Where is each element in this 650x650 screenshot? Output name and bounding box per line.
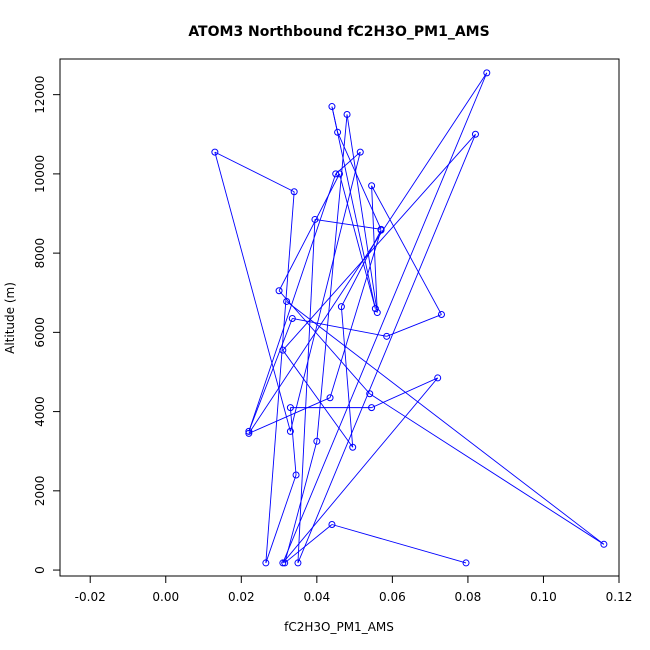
- series-line-segment: [346, 114, 378, 313]
- x-tick-label: 0.08: [455, 590, 482, 604]
- data-point: [343, 110, 351, 118]
- data-point: [279, 559, 287, 567]
- series-line-segment: [214, 151, 291, 432]
- data-point: [290, 188, 298, 196]
- data-point: [373, 309, 381, 317]
- data-point: [471, 130, 479, 138]
- series-line-segment: [314, 219, 382, 230]
- data-point: [286, 427, 294, 435]
- series-line-segment: [316, 114, 348, 442]
- series-line-segment: [278, 173, 340, 291]
- series-line-segment: [282, 72, 488, 564]
- series-line-segment: [214, 151, 295, 193]
- x-tick-label: -0.02: [75, 590, 106, 604]
- data-point: [332, 170, 340, 178]
- data-point: [294, 559, 302, 567]
- series-line-segment: [248, 397, 331, 434]
- data-point: [328, 521, 336, 528]
- data-point: [377, 225, 385, 233]
- series-line-segment: [278, 290, 371, 395]
- series-line-segment: [265, 191, 295, 563]
- x-tick-label: 0.06: [379, 590, 406, 604]
- series-line-segment: [286, 301, 605, 545]
- series-line-segment: [329, 230, 382, 398]
- data-point: [245, 429, 253, 437]
- series-line-segment: [248, 72, 488, 434]
- series-line-segment: [337, 132, 382, 230]
- series-line-segment: [340, 229, 382, 307]
- data-point: [288, 314, 296, 322]
- y-tick-label: 0: [33, 566, 47, 574]
- series-line-segment: [282, 349, 354, 448]
- plot-area: [211, 69, 608, 567]
- series-line-segment: [297, 134, 476, 564]
- y-axis: 0 2000 4000 6000 8000 10000 12000: [33, 76, 61, 574]
- series-line-segment: [371, 185, 378, 313]
- data-point: [311, 215, 319, 223]
- data-point: [211, 148, 219, 156]
- data-point: [326, 394, 334, 402]
- x-tick-label: 0.12: [606, 590, 633, 604]
- y-tick-label: 2000: [33, 476, 47, 507]
- series-line-segment: [369, 393, 605, 545]
- data-point: [313, 437, 321, 445]
- data-point: [371, 305, 379, 313]
- series-line-segment: [265, 474, 297, 564]
- series-line-segment: [282, 133, 476, 351]
- data-point: [281, 559, 289, 567]
- data-point: [368, 182, 376, 190]
- y-tick-label: 12000: [33, 76, 47, 114]
- data-point: [292, 471, 300, 479]
- series-line-segment: [335, 151, 361, 175]
- y-tick-label: 4000: [33, 396, 47, 427]
- series-line-segment: [331, 106, 376, 309]
- data-point: [366, 390, 374, 398]
- data-point: [286, 404, 294, 412]
- y-axis-label: Altitude (m): [3, 282, 17, 354]
- series-line-segment: [248, 318, 293, 432]
- data-point: [334, 128, 342, 136]
- chart-title: ATOM3 Northbound fC2H3O_PM1_AMS: [188, 24, 489, 40]
- data-point: [283, 297, 291, 305]
- y-tick-label: 10000: [33, 155, 47, 193]
- series-line-segment: [289, 151, 361, 432]
- data-point: [275, 287, 283, 295]
- data-point: [483, 69, 491, 77]
- series-line-segment: [371, 185, 442, 315]
- x-tick-label: 0.02: [228, 590, 255, 604]
- x-tick-label: 0.04: [303, 590, 330, 604]
- series-line-segment: [371, 377, 438, 409]
- data-point: [383, 332, 391, 340]
- y-tick-label: 8000: [33, 238, 47, 269]
- x-tick-label: 0.10: [530, 590, 557, 604]
- series-line-segment: [289, 407, 297, 476]
- data-point: [356, 148, 364, 156]
- data-point: [462, 559, 470, 567]
- data-point: [337, 303, 345, 311]
- x-tick-label: 0.00: [152, 590, 179, 604]
- x-axis: -0.02 0.00 0.02 0.04 0.06 0.08 0.10 0.12: [75, 575, 633, 604]
- data-point: [368, 404, 376, 412]
- x-axis-label: fC2H3O_PM1_AMS: [284, 620, 394, 634]
- data-point: [328, 103, 336, 111]
- data-point: [600, 540, 608, 548]
- data-point: [262, 559, 270, 567]
- series-line-segment: [248, 173, 337, 432]
- data-point: [245, 427, 253, 435]
- data-point: [437, 311, 445, 319]
- series-line-segment: [331, 524, 467, 564]
- data-point: [434, 374, 442, 382]
- data-point: [279, 346, 287, 354]
- series-line-segment: [297, 219, 316, 563]
- series-line-segment: [339, 173, 376, 309]
- y-tick-label: 6000: [33, 317, 47, 348]
- series-line-segment: [282, 377, 439, 564]
- series-line-segment: [340, 306, 354, 448]
- series-line-segment: [292, 318, 387, 337]
- series-line-segment: [284, 524, 333, 564]
- data-point: [336, 170, 343, 178]
- series-line-segment: [386, 314, 442, 337]
- data-point: [349, 443, 357, 451]
